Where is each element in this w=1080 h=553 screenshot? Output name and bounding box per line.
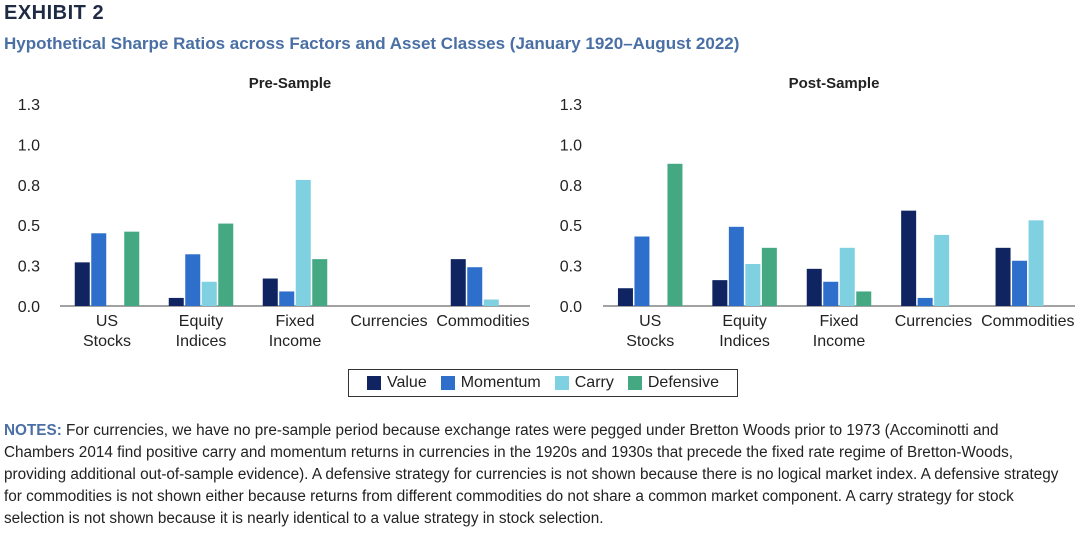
bar-momentum: [634, 236, 650, 306]
bar-momentum: [728, 226, 744, 306]
y-tick-label: 0.0: [18, 299, 40, 316]
y-tick-label: 0.8: [18, 178, 40, 195]
bar-carry: [483, 299, 499, 306]
panel-title: Post-Sample: [789, 75, 880, 92]
bar-value: [712, 280, 728, 306]
bar-momentum: [823, 281, 839, 306]
bar-value: [995, 247, 1011, 306]
panel-title: Pre-Sample: [249, 75, 332, 92]
bar-defensive: [124, 231, 140, 306]
x-tick-label: Income: [813, 333, 866, 350]
legend-label-momentum: Momentum: [460, 374, 541, 391]
legend-swatch-value: [366, 376, 381, 390]
bar-momentum: [279, 291, 295, 306]
y-tick-label: 0.5: [560, 218, 582, 235]
y-tick-label: 0.3: [560, 259, 582, 276]
bar-carry: [201, 281, 217, 306]
bar-defensive: [312, 259, 328, 306]
legend-item-defensive: Defensive: [627, 374, 720, 392]
legend-swatch-momentum: [440, 376, 455, 390]
bar-value: [74, 262, 90, 306]
legend-label-value: Value: [386, 374, 427, 391]
y-tick-label: 1.0: [560, 137, 582, 154]
legend-swatch-defensive: [627, 376, 642, 390]
x-tick-label: Currencies: [895, 313, 972, 330]
x-tick-label: Commodities: [981, 313, 1074, 330]
bar-momentum: [185, 254, 201, 306]
chart-area: Pre-Sample 0.0 0.3 0.5 0.8 1.0 1.3 US Stocks Equi…: [18, 75, 1075, 350]
bar-defensive: [667, 163, 683, 306]
legend-swatch-carry: [554, 376, 569, 390]
x-tick-label: US: [639, 313, 661, 330]
x-tick-label: Income: [269, 333, 322, 350]
bar-momentum: [917, 297, 933, 306]
bar-value: [168, 297, 184, 306]
y-tick-label: 1.3: [18, 97, 40, 114]
x-tick-label: Stocks: [83, 333, 131, 350]
bar-value: [806, 268, 822, 306]
x-tick-label: Equity: [179, 313, 223, 330]
y-tick-label: 0.5: [18, 218, 40, 235]
legend-label-defensive: Defensive: [647, 374, 720, 391]
bar-carry: [839, 247, 855, 306]
bar-defensive: [218, 223, 234, 306]
x-tick-label: Fixed: [819, 313, 858, 330]
y-tick-label: 0.0: [560, 299, 582, 316]
chart-subtitle: Hypothetical Sharpe Ratios across Factor…: [4, 34, 740, 53]
y-tick-label: 0.3: [18, 259, 40, 276]
bar-carry: [295, 179, 311, 306]
legend-item-momentum: Momentum: [440, 374, 541, 392]
bar-value: [450, 259, 466, 306]
bar-carry: [934, 234, 950, 306]
bar-carry: [1028, 220, 1044, 306]
bar-momentum: [467, 267, 483, 306]
notes-text: For currencies, we have no pre-sample pe…: [4, 422, 1059, 527]
x-tick-label: Stocks: [626, 333, 674, 350]
bar-value: [617, 288, 633, 306]
y-tick-label: 1.3: [560, 97, 582, 114]
bar-momentum: [1012, 260, 1028, 306]
bar-defensive: [761, 247, 777, 306]
y-tick-label: 0.8: [560, 178, 582, 195]
x-tick-label: Commodities: [436, 313, 529, 330]
legend: Value Momentum Carry Defensive: [348, 369, 738, 397]
x-tick-label: Fixed: [275, 313, 314, 330]
x-tick-label: Indices: [176, 333, 227, 350]
bar-momentum: [91, 233, 107, 306]
legend-item-value: Value: [366, 374, 427, 392]
notes: NOTES: For currencies, we have no pre-sa…: [4, 420, 1072, 530]
bar-carry: [745, 263, 761, 306]
bar-value: [262, 278, 278, 306]
y-tick-label: 1.0: [18, 137, 40, 154]
exhibit-label: EXHIBIT 2: [4, 2, 105, 24]
legend-item-carry: Carry: [554, 374, 614, 392]
bar-defensive: [856, 291, 872, 306]
x-tick-label: Indices: [719, 333, 770, 350]
x-tick-label: Equity: [722, 313, 766, 330]
legend-label-carry: Carry: [574, 374, 614, 391]
x-tick-label: US: [96, 313, 118, 330]
x-tick-label: Currencies: [350, 313, 427, 330]
notes-label: NOTES:: [4, 422, 62, 439]
bar-value: [901, 210, 917, 306]
